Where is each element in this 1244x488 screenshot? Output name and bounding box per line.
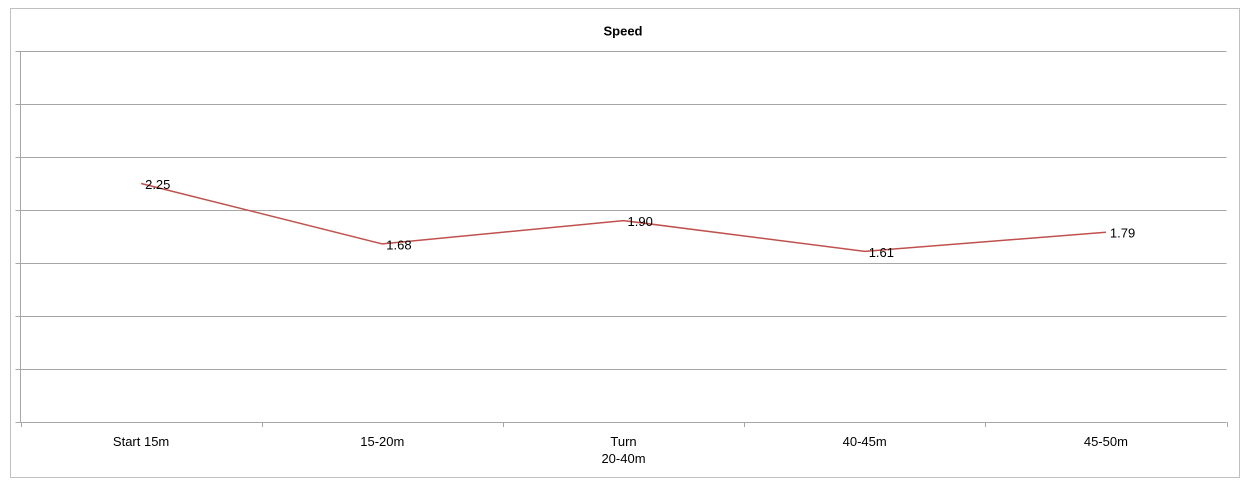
x-tick-label: 15-20m [360, 434, 405, 449]
x-tick-label: 40-45m [842, 434, 887, 449]
x-tick-label: 45-50m [1083, 434, 1128, 449]
line-series [140, 182, 1106, 253]
data-label: 1.90 [628, 214, 653, 229]
data-label: 2.25 [145, 177, 170, 192]
data-label: 1.79 [1110, 226, 1135, 241]
chart-border [10, 8, 1240, 478]
data-label: 1.68 [386, 237, 411, 252]
x-tick-label: Turn 20-40m [601, 434, 646, 466]
x-tick-label: Start 15m [112, 434, 170, 449]
chart-title: Speed [603, 23, 642, 38]
data-label: 1.61 [869, 245, 894, 260]
